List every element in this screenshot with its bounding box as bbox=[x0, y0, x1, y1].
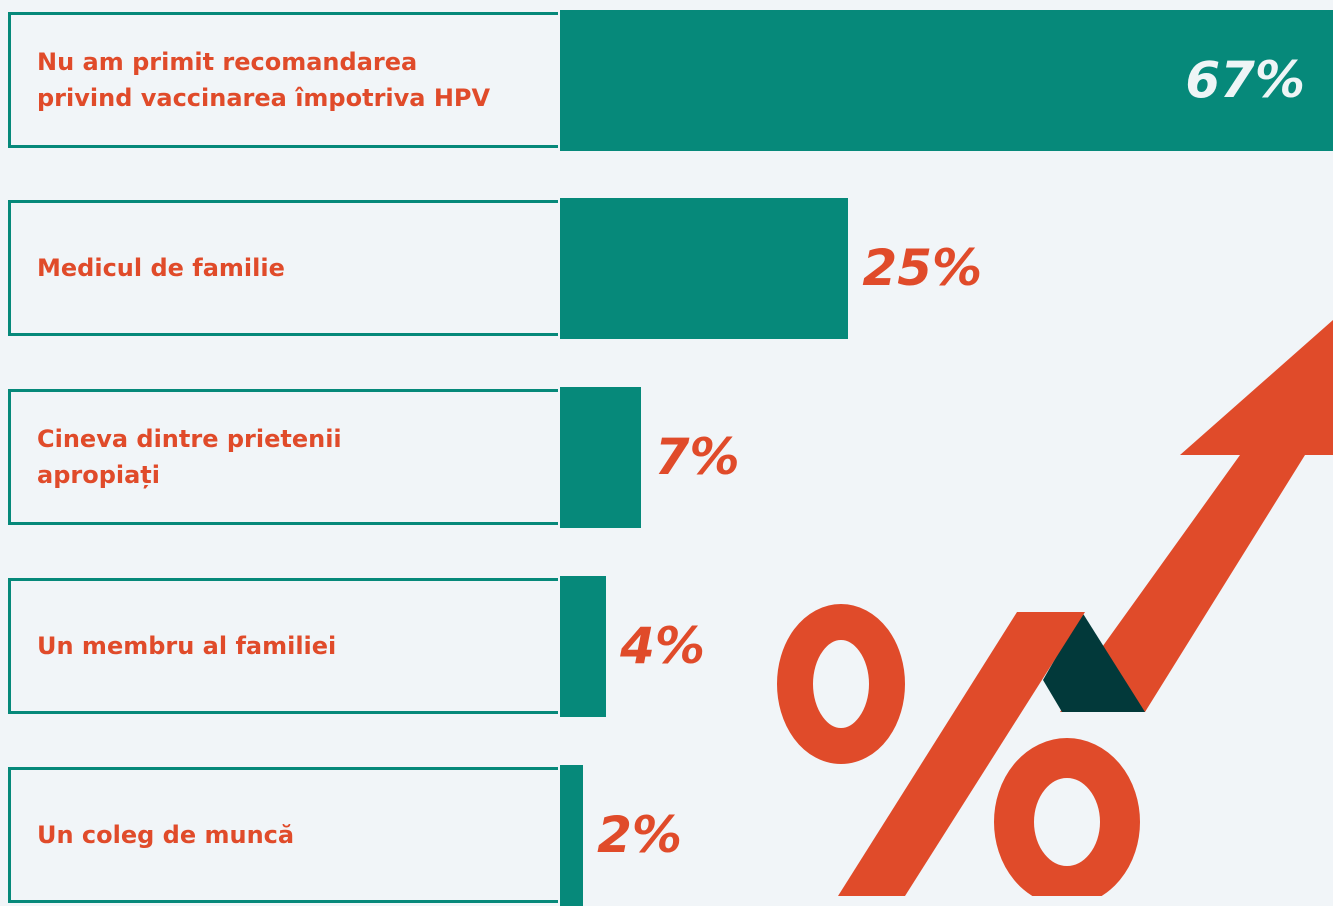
category-label: Cineva dintre prietenii apropiați bbox=[11, 421, 342, 493]
value-label: 25% bbox=[862, 238, 982, 298]
chart: Nu am primit recomandarea privind vaccin… bbox=[0, 0, 1333, 896]
category-box: Nu am primit recomandarea privind vaccin… bbox=[8, 12, 558, 148]
bar bbox=[560, 576, 606, 717]
category-label: Nu am primit recomandarea privind vaccin… bbox=[11, 44, 490, 116]
bar bbox=[560, 198, 848, 339]
category-box: Un coleg de muncă bbox=[8, 767, 558, 903]
category-label: Un coleg de muncă bbox=[11, 817, 294, 853]
page: Nu am primit recomandarea privind vaccin… bbox=[0, 0, 1333, 896]
value-label: 4% bbox=[620, 616, 705, 676]
value-label: 67% bbox=[1185, 50, 1305, 110]
category-box: Medicul de familie bbox=[8, 200, 558, 336]
bar bbox=[560, 765, 583, 906]
bar bbox=[560, 387, 641, 528]
category-label: Medicul de familie bbox=[11, 250, 285, 286]
category-box: Cineva dintre prietenii apropiați bbox=[8, 389, 558, 525]
category-box: Un membru al familiei bbox=[8, 578, 558, 714]
value-label: 2% bbox=[597, 805, 682, 865]
category-label: Un membru al familiei bbox=[11, 628, 336, 664]
value-label: 7% bbox=[655, 427, 740, 487]
